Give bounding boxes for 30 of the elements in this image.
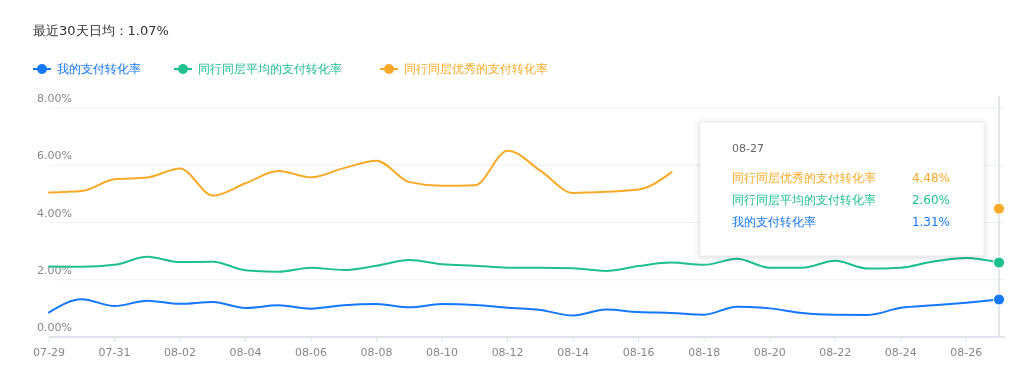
x-tick-label: 07-31 — [98, 346, 131, 359]
x-tick-label: 08-18 — [688, 346, 721, 359]
y-tick-label: 4.00% — [37, 206, 72, 220]
x-tick-label: 08-16 — [622, 346, 655, 359]
x-tick-label: 08-22 — [819, 346, 852, 359]
y-tick-label: 0.00% — [37, 321, 72, 334]
legend-label: 同行同层优秀的支付转化率 — [404, 62, 548, 77]
x-tick-label: 07-29 — [33, 346, 65, 359]
x-tick-label: 08-10 — [426, 346, 459, 359]
x-tick-label: 08-24 — [884, 346, 917, 359]
legend-label: 同行同层平均的支付转化率 — [198, 62, 342, 77]
y-tick-label: 6.00% — [37, 149, 72, 163]
x-tick-label: 08-04 — [229, 346, 262, 359]
x-tick-label: 08-12 — [491, 346, 524, 359]
legend-label: 我的支付转化率 — [57, 62, 141, 77]
annotation: 4.48% — [911, 171, 950, 185]
annotation: 2.60% — [911, 193, 950, 207]
x-tick-label: 08-02 — [164, 346, 197, 359]
x-tick-label: 08-20 — [753, 346, 786, 359]
x-tick-label: 08-14 — [557, 346, 590, 359]
annotation: 我的支付转化率 — [732, 215, 816, 229]
x-tick-label: 08-06 — [295, 346, 328, 359]
annotation: 1.31% — [911, 215, 950, 229]
annotation: 08-27 — [732, 142, 764, 155]
y-tick-label: 8.00% — [37, 92, 72, 105]
x-tick-label: 08-26 — [950, 346, 983, 359]
annotation: 同行同层平均的支付转化率 — [732, 193, 876, 207]
annotation: 同行同层优秀的支付转化率 — [732, 171, 876, 185]
chart-title: 最近30天日均：1.07% — [33, 23, 169, 38]
x-tick-label: 08-08 — [360, 346, 393, 359]
